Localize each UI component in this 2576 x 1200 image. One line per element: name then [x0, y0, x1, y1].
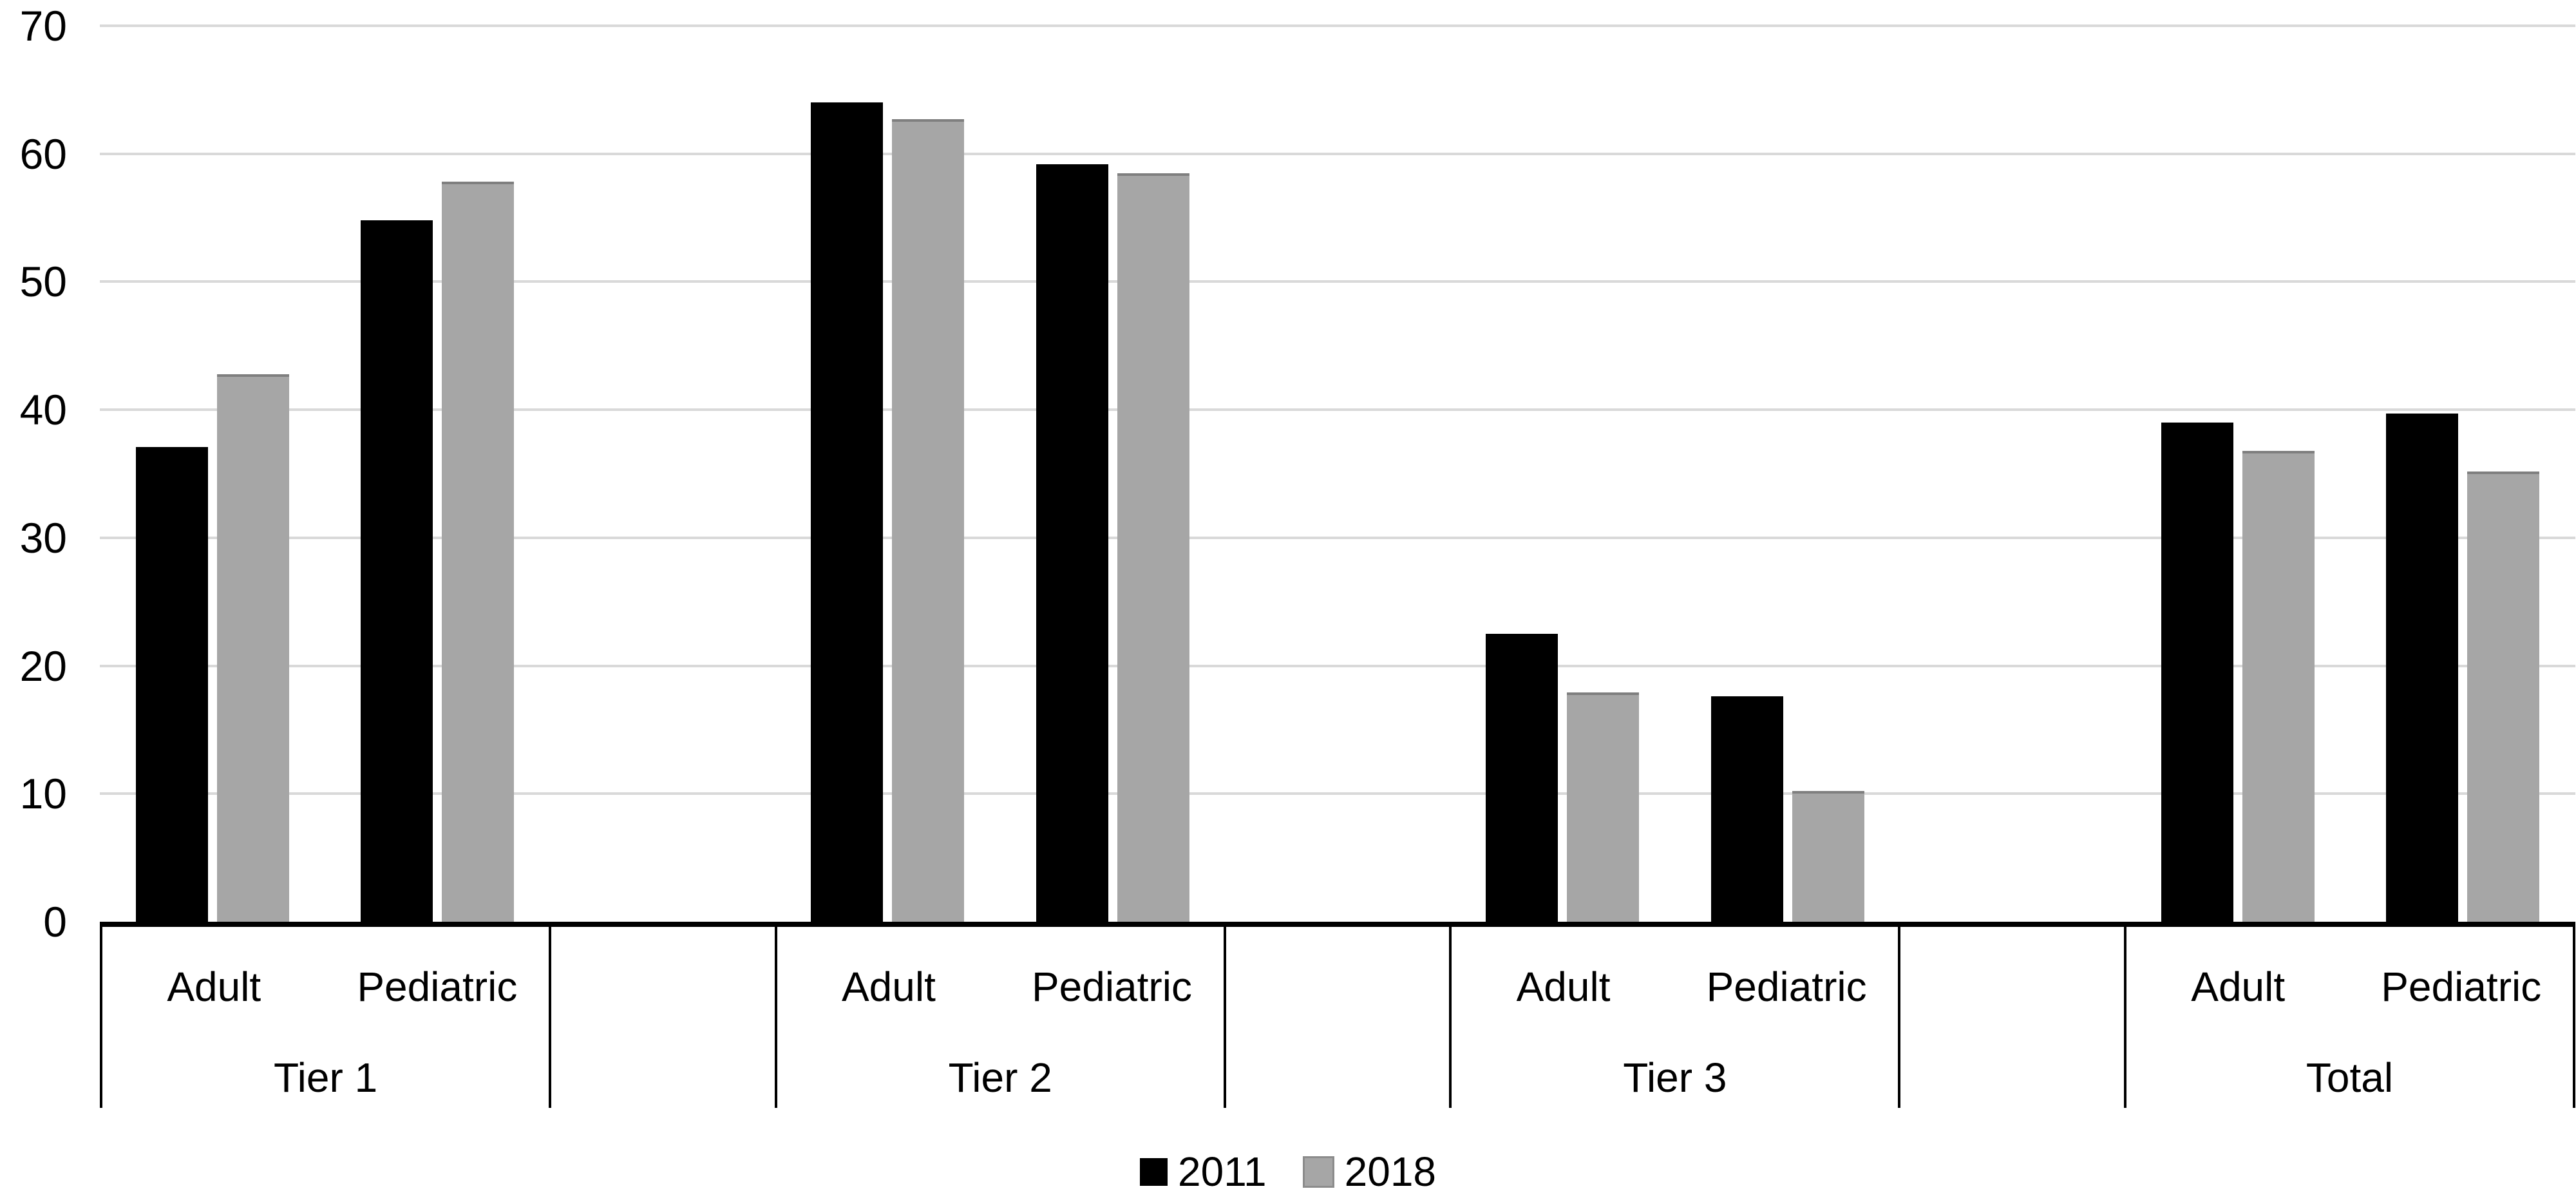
y-tick-label: 0 [43, 898, 67, 946]
bar-2018-tier-3-adult [1567, 692, 1640, 922]
axis-group-cell: Adult Pediatric Tier 2 [774, 927, 1224, 1108]
axis-spacer-cell [1898, 927, 2124, 1108]
category-slot [1675, 26, 1900, 922]
grid-line [100, 24, 2575, 27]
bar-2018-tier-3-pediatric [1792, 791, 1864, 922]
spacer-slot [1225, 26, 1450, 922]
legend-swatch-icon [1140, 1157, 1168, 1186]
subcategory-row: Adult Pediatric [2126, 927, 2573, 1047]
legend-item-2018: 2018 [1302, 1148, 1436, 1195]
grid-line [100, 408, 2575, 412]
subcategory-label: Adult [1516, 964, 1611, 1010]
y-tick-label: 60 [19, 129, 67, 178]
plot-area [100, 24, 2575, 927]
axis-spacer-cell [1223, 927, 1450, 1108]
y-tick-label: 50 [19, 258, 67, 306]
y-tick-label: 20 [19, 642, 67, 690]
grid-line [100, 280, 2575, 283]
y-tick-label: 10 [19, 770, 67, 818]
bar-2011-tier-3-adult [1486, 633, 1558, 922]
group-label: Total [2306, 1054, 2394, 1101]
bar-2011-tier-3-pediatric [1710, 696, 1783, 922]
axis-group-cell: Adult Pediatric Total [2123, 927, 2576, 1108]
bar-slots [100, 26, 2575, 922]
legend: 2011 2018 [0, 1148, 2576, 1195]
axis-spacer-cell [549, 927, 775, 1108]
bar-2018-tier-1-adult [216, 374, 289, 922]
grid-line [100, 536, 2575, 539]
bar-2011-tier-1-pediatric [361, 220, 433, 922]
category-slot [1000, 26, 1225, 922]
subcategory-label: Pediatric [2381, 964, 2542, 1010]
subcategory-label: Adult [2191, 964, 2286, 1010]
grid-line [100, 152, 2575, 155]
subcategory-label: Adult [167, 964, 261, 1010]
subcategory-label: Pediatric [357, 964, 518, 1010]
y-axis: 0 10 20 30 40 50 60 70 [0, 0, 77, 1200]
category-slot [2125, 26, 2350, 922]
bar-2011-tier-1-adult [135, 446, 208, 922]
subcategory-row: Adult Pediatric [1452, 927, 1898, 1047]
bar-2011-total-pediatric [2386, 414, 2459, 922]
bar-2011-total-adult [2161, 423, 2233, 922]
bar-2018-total-pediatric [2467, 471, 2540, 922]
legend-item-2011: 2011 [1140, 1148, 1267, 1195]
category-slot [775, 26, 999, 922]
subcategory-label: Pediatric [1706, 964, 1867, 1010]
category-slot [100, 26, 325, 922]
bar-2018-tier-2-adult [892, 119, 965, 922]
bar-2011-tier-2-adult [811, 102, 884, 922]
legend-label: 2011 [1178, 1148, 1267, 1195]
y-tick-label: 30 [19, 513, 67, 562]
subcategory-row: Adult Pediatric [777, 927, 1224, 1047]
subcategory-label: Adult [841, 964, 936, 1010]
category-slot [1450, 26, 1675, 922]
spacer-slot [550, 26, 775, 922]
category-axis: Adult Pediatric Tier 1 Adult Pediatric Tier 2… [100, 927, 2576, 1108]
group-label: Tier 3 [1623, 1054, 1727, 1101]
legend-swatch-icon [1302, 1156, 1334, 1188]
category-slot [325, 26, 549, 922]
subcategory-label: Pediatric [1031, 964, 1192, 1010]
spacer-slot [1900, 26, 2125, 922]
y-tick-label: 70 [19, 2, 67, 50]
bar-2011-tier-2-pediatric [1036, 164, 1108, 922]
axis-group-cell: Adult Pediatric Tier 3 [1449, 927, 1898, 1108]
category-slot [2351, 26, 2575, 922]
legend-label: 2018 [1344, 1148, 1436, 1195]
subcategory-row: Adult Pediatric [102, 927, 549, 1047]
bar-2018-tier-1-pediatric [442, 182, 515, 922]
bar-2018-tier-2-pediatric [1117, 173, 1189, 922]
group-label: Tier 1 [273, 1054, 378, 1101]
grid-line [100, 792, 2575, 795]
bar-2018-total-adult [2242, 450, 2315, 922]
y-tick-label: 40 [19, 386, 67, 434]
axis-group-cell: Adult Pediatric Tier 1 [100, 927, 549, 1108]
group-label: Tier 2 [948, 1054, 1052, 1101]
grid-line [100, 664, 2575, 667]
